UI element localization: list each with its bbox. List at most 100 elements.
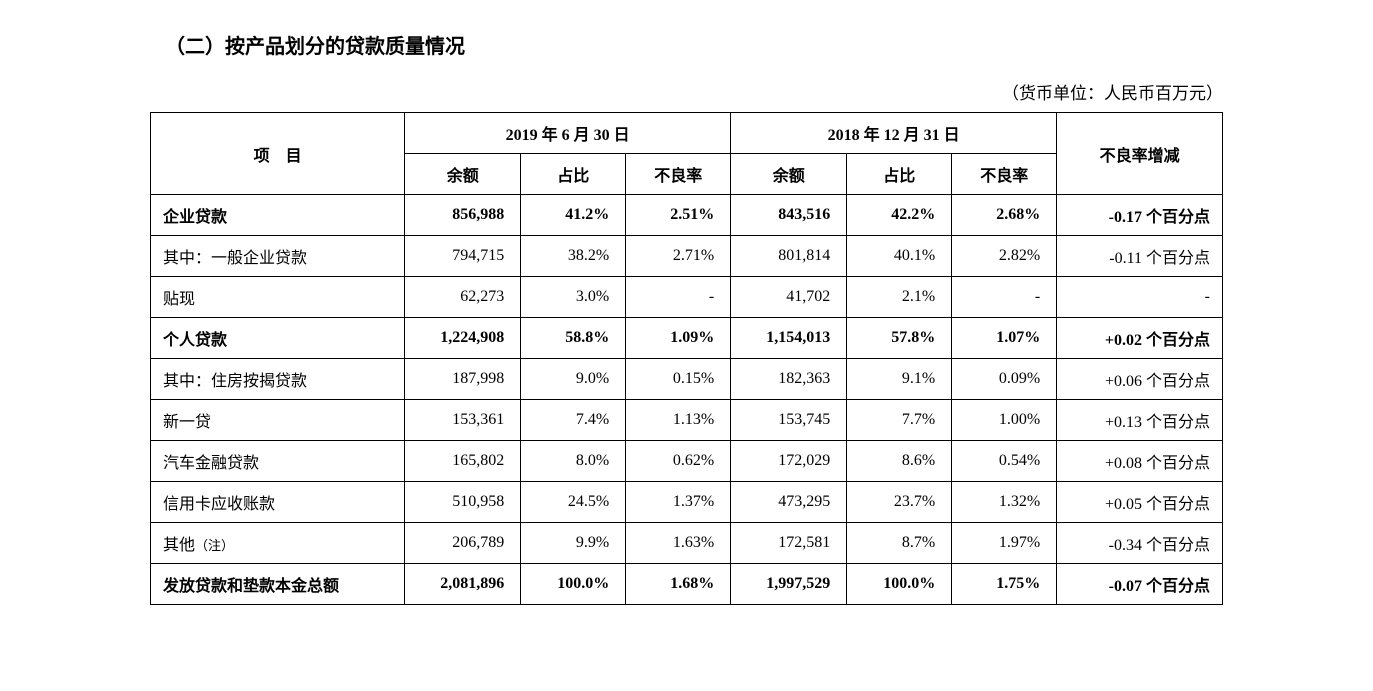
table-row: 其他（注）206,7899.9%1.63%172,5818.7%1.97%-0.…	[151, 523, 1223, 564]
cell-n1: 2.51%	[626, 195, 731, 236]
row-label-text: 发放贷款和垫款本金总额	[163, 578, 339, 595]
cell-r1: 8.0%	[521, 441, 626, 482]
cell-b1: 187,998	[405, 359, 521, 400]
cell-r2: 8.6%	[847, 441, 952, 482]
cell-b1: 2,081,896	[405, 564, 521, 605]
cell-delta: -0.17 个百分点	[1057, 195, 1223, 236]
table-row: 其中：住房按揭贷款187,9989.0%0.15%182,3639.1%0.09…	[151, 359, 1223, 400]
cell-b2: 1,154,013	[731, 318, 847, 359]
cell-r1: 38.2%	[521, 236, 626, 277]
cell-r2: 57.8%	[847, 318, 952, 359]
cell-r1: 7.4%	[521, 400, 626, 441]
cell-n1: 1.37%	[626, 482, 731, 523]
cell-b2: 1,997,529	[731, 564, 847, 605]
cell-b2: 172,029	[731, 441, 847, 482]
header-delta: 不良率增减	[1057, 113, 1223, 195]
cell-b2: 41,702	[731, 277, 847, 318]
table-row: 企业贷款 856,98841.2%2.51%843,51642.2%2.68%-0…	[151, 195, 1223, 236]
loan-quality-table: 项 目 2019 年 6 月 30 日 2018 年 12 月 31 日 不良率…	[150, 112, 1223, 605]
cell-b2: 172,581	[731, 523, 847, 564]
cell-n2: 1.07%	[952, 318, 1057, 359]
header-npl2: 不良率	[952, 154, 1057, 195]
row-label: 其中：一般企业贷款	[151, 236, 405, 277]
row-label: 信用卡应收账款	[151, 482, 405, 523]
cell-delta: +0.05 个百分点	[1057, 482, 1223, 523]
cell-r1: 100.0%	[521, 564, 626, 605]
row-label-text: 新一贷	[163, 414, 211, 431]
cell-b2: 801,814	[731, 236, 847, 277]
row-label: 汽车金融贷款	[151, 441, 405, 482]
cell-r2: 7.7%	[847, 400, 952, 441]
cell-n1: 0.62%	[626, 441, 731, 482]
cell-n2: 1.00%	[952, 400, 1057, 441]
cell-b2: 153,745	[731, 400, 847, 441]
cell-delta: -0.11 个百分点	[1057, 236, 1223, 277]
cell-n1: 1.09%	[626, 318, 731, 359]
header-balance1: 余额	[405, 154, 521, 195]
cell-r2: 9.1%	[847, 359, 952, 400]
cell-r1: 41.2%	[521, 195, 626, 236]
header-ratio2: 占比	[847, 154, 952, 195]
table-row: 发放贷款和垫款本金总额 2,081,896100.0%1.68%1,997,529…	[151, 564, 1223, 605]
row-label-text: 其中：住房按揭贷款	[163, 373, 307, 390]
header-ratio1: 占比	[521, 154, 626, 195]
cell-b1: 165,802	[405, 441, 521, 482]
cell-delta: -	[1057, 277, 1223, 318]
row-label-text: 个人贷款	[163, 332, 227, 349]
section-title: （二）按产品划分的贷款质量情况	[165, 30, 1223, 59]
table-row: 新一贷153,3617.4%1.13%153,7457.7%1.00%+0.13…	[151, 400, 1223, 441]
cell-n1: 2.71%	[626, 236, 731, 277]
cell-r2: 2.1%	[847, 277, 952, 318]
header-npl1: 不良率	[626, 154, 731, 195]
header-balance2: 余额	[731, 154, 847, 195]
cell-r1: 9.0%	[521, 359, 626, 400]
currency-unit: （货币单位：人民币百万元）	[150, 79, 1223, 104]
cell-delta: -0.07 个百分点	[1057, 564, 1223, 605]
cell-b1: 856,988	[405, 195, 521, 236]
table-header: 项 目 2019 年 6 月 30 日 2018 年 12 月 31 日 不良率…	[151, 113, 1223, 195]
cell-b1: 62,273	[405, 277, 521, 318]
cell-r2: 42.2%	[847, 195, 952, 236]
cell-r1: 9.9%	[521, 523, 626, 564]
header-item: 项 目	[151, 113, 405, 195]
row-note: （注）	[195, 538, 234, 553]
cell-n2: 2.68%	[952, 195, 1057, 236]
cell-n2: 1.97%	[952, 523, 1057, 564]
cell-n1: 0.15%	[626, 359, 731, 400]
header-period2: 2018 年 12 月 31 日	[731, 113, 1057, 154]
row-label: 企业贷款	[151, 195, 405, 236]
cell-delta: +0.02 个百分点	[1057, 318, 1223, 359]
cell-r2: 40.1%	[847, 236, 952, 277]
table-row: 个人贷款 1,224,90858.8%1.09%1,154,01357.8%1.0…	[151, 318, 1223, 359]
cell-delta: -0.34 个百分点	[1057, 523, 1223, 564]
cell-b1: 794,715	[405, 236, 521, 277]
cell-n1: 1.13%	[626, 400, 731, 441]
cell-n2: -	[952, 277, 1057, 318]
table-row: 其中：一般企业贷款794,71538.2%2.71%801,81440.1%2.…	[151, 236, 1223, 277]
cell-delta: +0.08 个百分点	[1057, 441, 1223, 482]
cell-b1: 1,224,908	[405, 318, 521, 359]
row-label-text: 企业贷款	[163, 209, 227, 226]
row-label: 贴现	[151, 277, 405, 318]
cell-n2: 2.82%	[952, 236, 1057, 277]
table-body: 企业贷款856,98841.2%2.51%843,51642.2%2.68%-0…	[151, 195, 1223, 605]
cell-b2: 843,516	[731, 195, 847, 236]
cell-n1: -	[626, 277, 731, 318]
row-label-text: 汽车金融贷款	[163, 455, 259, 472]
cell-n2: 1.32%	[952, 482, 1057, 523]
cell-n1: 1.68%	[626, 564, 731, 605]
row-label: 发放贷款和垫款本金总额	[151, 564, 405, 605]
cell-b2: 473,295	[731, 482, 847, 523]
cell-n2: 0.09%	[952, 359, 1057, 400]
cell-r1: 24.5%	[521, 482, 626, 523]
cell-r1: 58.8%	[521, 318, 626, 359]
cell-r2: 23.7%	[847, 482, 952, 523]
cell-delta: +0.13 个百分点	[1057, 400, 1223, 441]
row-label: 其他（注）	[151, 523, 405, 564]
row-label-text: 其他	[163, 537, 195, 554]
cell-n2: 0.54%	[952, 441, 1057, 482]
cell-r2: 8.7%	[847, 523, 952, 564]
row-label: 新一贷	[151, 400, 405, 441]
cell-b1: 510,958	[405, 482, 521, 523]
cell-n1: 1.63%	[626, 523, 731, 564]
